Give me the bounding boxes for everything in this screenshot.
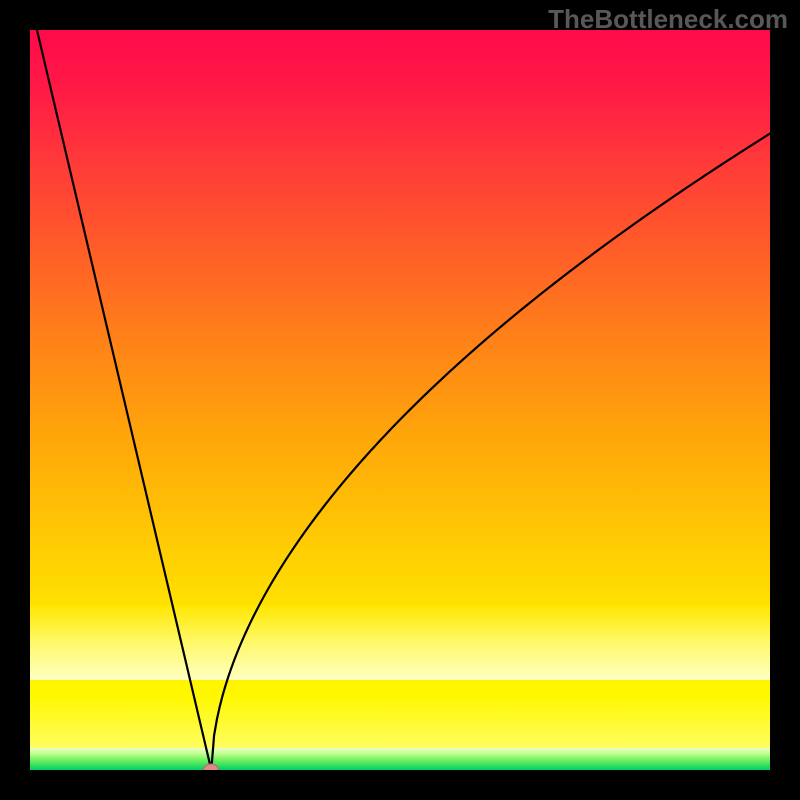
plot-area	[30, 30, 770, 770]
minimum-marker	[203, 764, 219, 771]
watermark-text: TheBottleneck.com	[548, 4, 788, 35]
bottleneck-curve-path	[30, 30, 770, 770]
bottleneck-curve-svg	[30, 30, 770, 770]
